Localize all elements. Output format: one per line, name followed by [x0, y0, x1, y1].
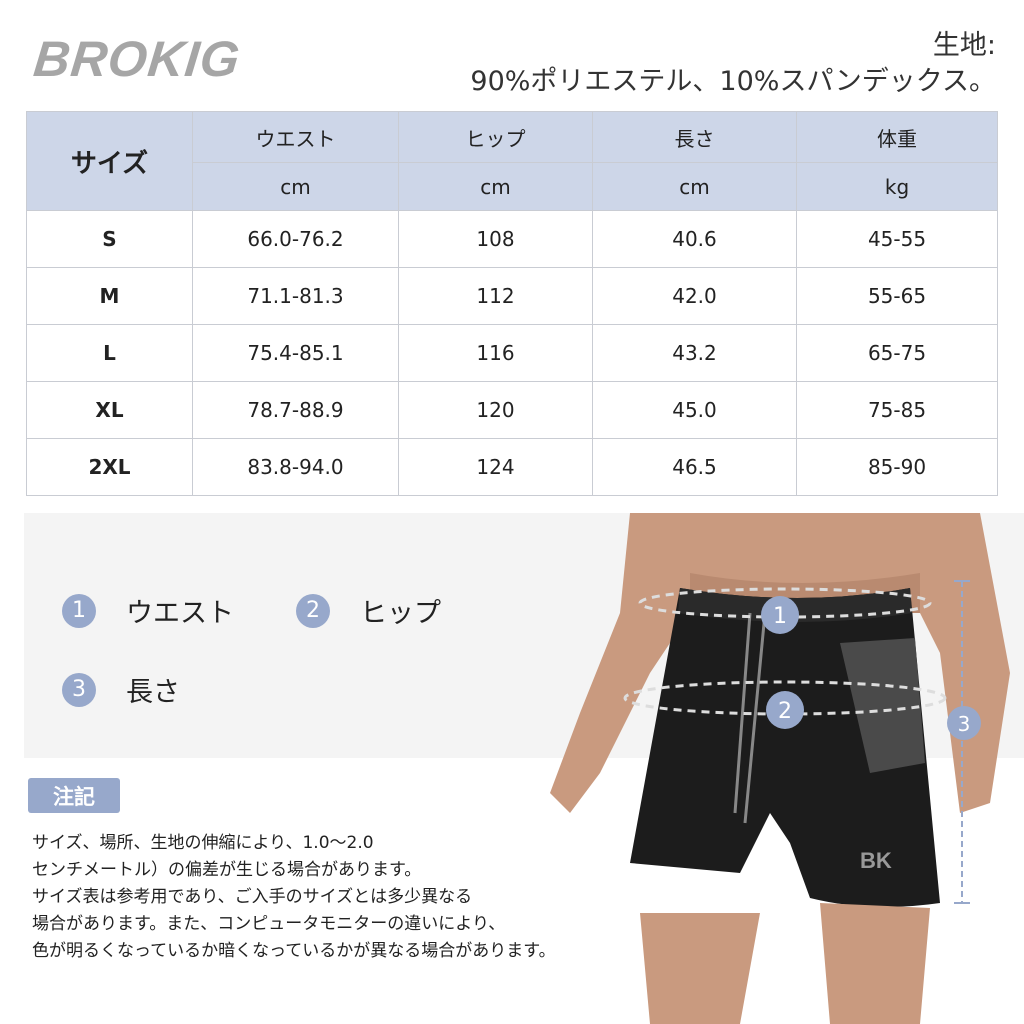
- size-cell: L: [26, 324, 193, 382]
- marker-2: [766, 691, 804, 729]
- svg-text:BK: BK: [860, 848, 892, 873]
- value-cell: 120: [398, 381, 593, 439]
- column-header: ウエスト: [192, 111, 399, 163]
- value-cell: 42.0: [592, 267, 797, 325]
- value-cell: 43.2: [592, 324, 797, 382]
- size-cell: M: [26, 267, 193, 325]
- size-cell: S: [26, 210, 193, 268]
- value-cell: 75-85: [796, 381, 998, 439]
- fabric-info: 生地: 90%ポリエステル、10%スパンデックス。: [470, 28, 996, 100]
- marker-1-label: 1: [773, 604, 787, 629]
- note-line: 場合があります。また、コンピュータモニターの違いにより、: [32, 914, 506, 934]
- value-cell: 55-65: [796, 267, 998, 325]
- legend-hip: 2 ヒップ: [296, 591, 441, 630]
- column-unit: kg: [796, 162, 998, 211]
- fabric-label: 生地:: [932, 30, 996, 61]
- table-row: 2XL 83.8-94.0 124 46.5 85-90: [26, 438, 998, 496]
- number-badge: 2: [296, 593, 330, 628]
- value-cell: 124: [398, 438, 593, 496]
- legend-length: 3 長さ: [62, 670, 180, 709]
- note-line: サイズ表は参考用であり、ご入手のサイズとは多少異なる: [32, 887, 473, 907]
- column-unit: cm: [192, 162, 399, 211]
- value-cell: 46.5: [592, 438, 797, 496]
- marker-3: [947, 706, 981, 740]
- table-row: L 75.4-85.1 116 43.2 65-75: [26, 324, 998, 382]
- note-line: センチメートル）の偏差が生じる場合があります。: [32, 860, 422, 880]
- value-cell: 108: [398, 210, 593, 268]
- table-row: XL 78.7-88.9 120 45.0 75-85: [26, 381, 998, 439]
- marker-1: [761, 596, 799, 634]
- fabric-value: 90%ポリエステル、10%スパンデックス。: [470, 66, 996, 97]
- size-cell: 2XL: [26, 438, 193, 496]
- number-badge: 1: [62, 593, 96, 628]
- value-cell: 66.0-76.2: [192, 210, 399, 268]
- value-cell: 75.4-85.1: [192, 324, 399, 382]
- value-cell: 78.7-88.9: [192, 381, 399, 439]
- value-cell: 65-75: [796, 324, 998, 382]
- note-line: 色が明るくなっているか暗くなっているかが異なる場合があります。: [32, 941, 556, 961]
- value-cell: 85-90: [796, 438, 998, 496]
- column-header: 体重: [796, 111, 998, 163]
- note-badge: 注記: [28, 778, 120, 813]
- size-table: サイズ ウエスト ヒップ 長さ 体重 cm cm cm kg S 66.0-76.…: [26, 111, 998, 496]
- value-cell: 45.0: [592, 381, 797, 439]
- legend-label: ヒップ: [360, 598, 441, 629]
- size-header: サイズ: [26, 111, 193, 211]
- note-line: サイズ、場所、生地の伸縮により、1.0〜2.0: [32, 833, 374, 853]
- size-cell: XL: [26, 381, 193, 439]
- value-cell: 45-55: [796, 210, 998, 268]
- note-text: サイズ、場所、生地の伸縮により、1.0〜2.0 センチメートル）の偏差が生じる場…: [32, 830, 556, 965]
- column-unit: cm: [398, 162, 593, 211]
- value-cell: 40.6: [592, 210, 797, 268]
- legend-waist: 1 ウエスト: [62, 591, 234, 630]
- value-cell: 83.8-94.0: [192, 438, 399, 496]
- column-unit: cm: [592, 162, 797, 211]
- legend-label: 長さ: [126, 677, 180, 708]
- value-cell: 116: [398, 324, 593, 382]
- table-row: M 71.1-81.3 112 42.0 55-65: [26, 267, 998, 325]
- column-header: ヒップ: [398, 111, 593, 163]
- legend-label: ウエスト: [126, 598, 234, 629]
- number-badge: 3: [62, 672, 96, 707]
- value-cell: 71.1-81.3: [192, 267, 399, 325]
- marker-2-label: 2: [778, 699, 792, 724]
- brand-logo: BROKIG: [31, 31, 243, 87]
- model-photo: BK 1 2 3: [550, 513, 1010, 1024]
- marker-3-label: 3: [958, 712, 971, 736]
- table-row: S 66.0-76.2 108 40.6 45-55: [26, 210, 998, 268]
- column-header: 長さ: [592, 111, 797, 163]
- value-cell: 112: [398, 267, 593, 325]
